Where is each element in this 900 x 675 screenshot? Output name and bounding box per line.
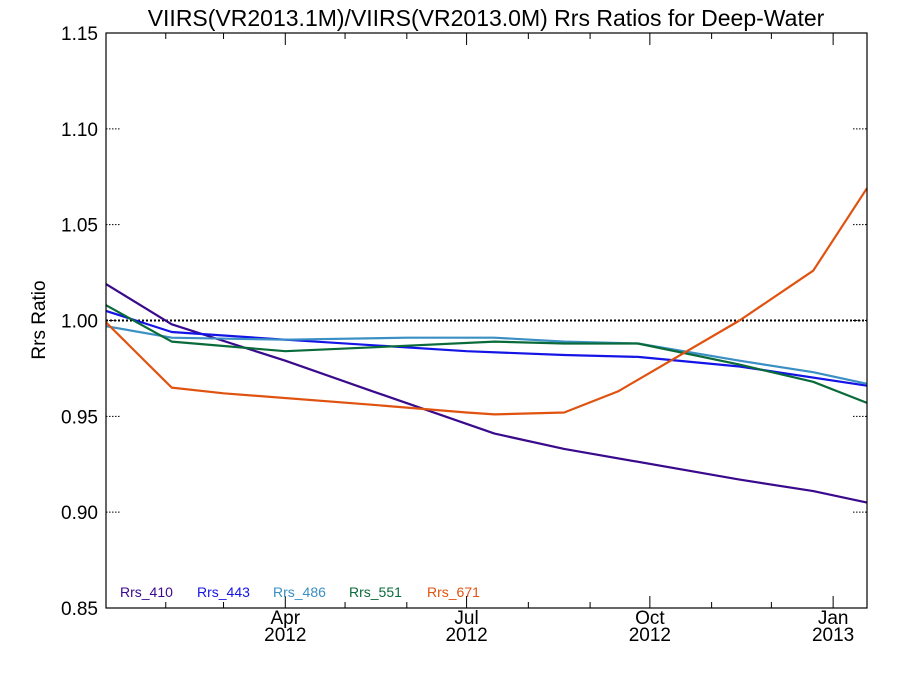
series-layer	[105, 187, 868, 504]
plot-frame	[105, 32, 868, 609]
series-line-rrs-486	[105, 325, 868, 385]
x-tick-label-month: Jul	[454, 608, 478, 629]
y-tick-label: 1.15	[61, 24, 98, 45]
legend-entry-rrs-486: Rrs_486	[273, 584, 326, 600]
legend-entry-rrs-410: Rrs_410	[120, 584, 173, 600]
series-line-rrs-410	[105, 283, 868, 504]
y-axis-label: Rrs Ratio	[29, 280, 50, 359]
y-tick-label: 0.85	[61, 599, 98, 620]
y-tick-label: 0.95	[61, 407, 98, 428]
legend-entry-rrs-671: Rrs_671	[427, 584, 480, 600]
y-tick-label: 0.90	[61, 503, 98, 524]
x-tick-label-month: Apr	[271, 608, 301, 629]
series-line-rrs-551	[105, 304, 868, 404]
y-tick-label: 1.05	[61, 216, 98, 237]
legend-entry-rrs-443: Rrs_443	[197, 584, 250, 600]
series-line-rrs-671	[105, 187, 868, 416]
y-tick-label: 1.00	[61, 312, 98, 333]
chart-title: VIIRS(VR2013.1M)/VIIRS(VR2013.0M) Rrs Ra…	[148, 5, 825, 31]
x-tick-label-year: 2012	[629, 625, 671, 646]
x-tick-label-year: 2012	[445, 625, 487, 646]
x-tick-label-year: 2012	[264, 625, 306, 646]
x-tick-label-month: Jan	[818, 608, 849, 629]
y-tick-label: 1.10	[61, 120, 98, 141]
x-tick-label-month: Oct	[635, 608, 665, 629]
legend: Rrs_410 Rrs_443 Rrs_486 Rrs_551 Rrs_671	[120, 584, 480, 600]
x-tick-label-year: 2013	[812, 625, 854, 646]
tick-layer: 0.850.900.951.001.051.101.15Apr2012Jul20…	[61, 24, 854, 646]
legend-entry-rrs-551: Rrs_551	[349, 584, 402, 600]
series-line-rrs-443	[105, 309, 868, 387]
